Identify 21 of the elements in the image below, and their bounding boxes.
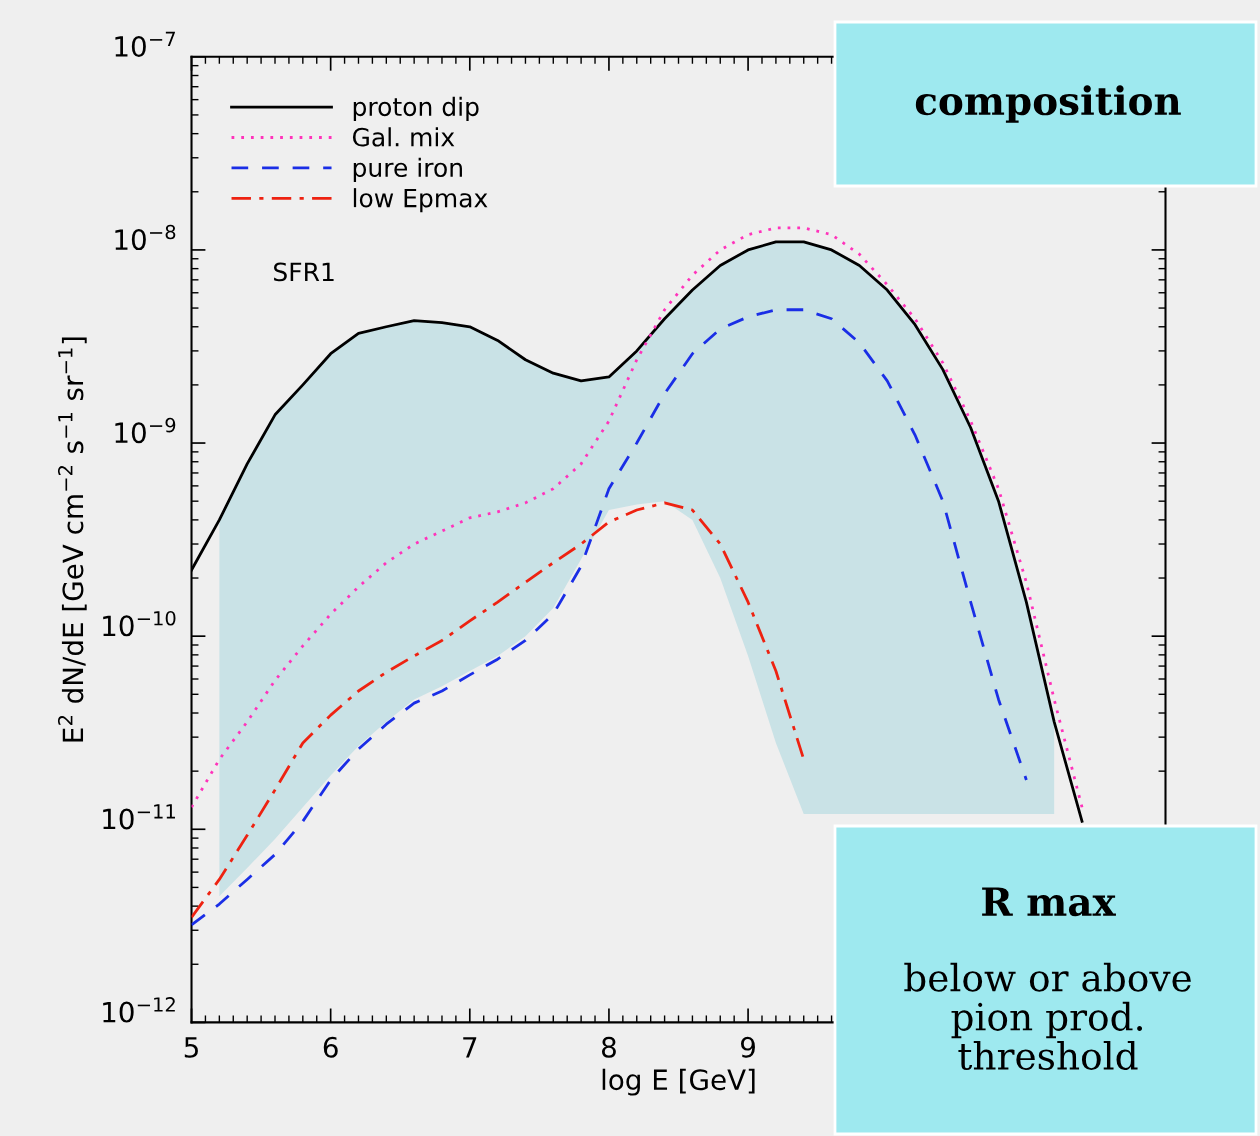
annotation: SFR1 [274, 262, 334, 282]
x-tick-label: 5 [184, 1037, 198, 1058]
legend-label: pure iron [353, 157, 462, 182]
annotation: R max [982, 887, 1116, 917]
x-tick-label: 8 [601, 1036, 616, 1058]
text: E$^{2}$ dN/dE [GeV cm$^{−2}$ s$^{−1}$ sr$^{−1}$] [57, 337, 87, 742]
legend-label: proton dip [353, 96, 479, 121]
annotation: below or above pion prod. threshold [904, 962, 1191, 1071]
y-tick-label: 10$^{−7}$ [115, 31, 175, 57]
y-tick-label: 10$^{−12}$ [103, 997, 175, 1023]
x-tick-label: 6 [323, 1036, 338, 1058]
annotation: composition [915, 85, 1181, 123]
legend-label: Gal. mix [352, 127, 455, 147]
legend-label: low Epmax [353, 188, 488, 213]
y-tick-label: 10$^{−8}$ [115, 224, 176, 251]
x-tick-label: 9 [740, 1036, 755, 1058]
y-tick-label: 10$^{−10}$ [103, 610, 176, 637]
x-tick-label: 7 [463, 1037, 477, 1058]
y-tick-label: 10$^{−11}$ [103, 804, 175, 830]
x-axis-title: log E [GeV] [602, 1068, 755, 1096]
y-tick-label: 10$^{−9}$ [115, 417, 176, 444]
